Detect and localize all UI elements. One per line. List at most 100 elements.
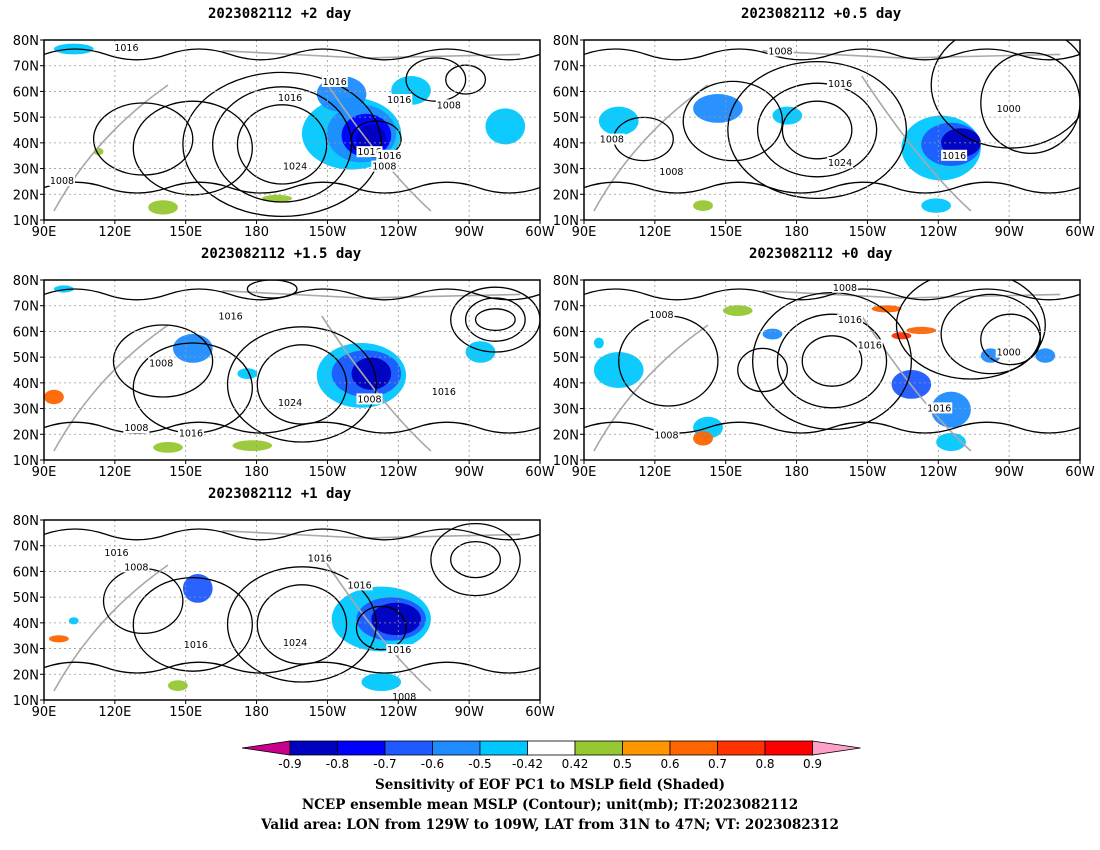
sensitivity-shading — [921, 198, 952, 213]
x-tick-label: 150E — [709, 225, 742, 240]
y-tick-label: 10N — [553, 454, 579, 469]
x-tick-label: 120W — [379, 465, 417, 480]
y-tick-label: 80N — [553, 34, 579, 49]
mslp-contour — [44, 48, 540, 61]
y-tick-label: 20N — [553, 188, 579, 203]
x-tick-label: 120W — [379, 705, 417, 720]
sensitivity-shading — [906, 326, 937, 334]
colorbar-segment — [337, 740, 386, 756]
sensitivity-shading — [598, 106, 639, 136]
colorbar-segment — [717, 740, 766, 756]
y-tick-label: 30N — [13, 403, 39, 418]
y-tick-label: 30N — [13, 163, 39, 178]
colorbar-label: -0.42 — [512, 757, 543, 771]
y-tick-label: 60N — [13, 85, 39, 100]
mslp-contour — [256, 344, 348, 425]
contour-label: 1024 — [283, 638, 307, 649]
contour-label: 1008 — [392, 692, 416, 703]
mslp-contour — [751, 291, 913, 431]
mslp-contour — [801, 335, 863, 387]
x-tick-label: 60W — [1065, 225, 1095, 240]
contour-label: 1008 — [600, 135, 624, 146]
contour-label: 1024 — [828, 158, 852, 169]
contour-label: 1000 — [997, 104, 1021, 115]
mslp-contour — [355, 605, 407, 651]
x-tick-label: 180 — [784, 225, 809, 240]
x-tick-label: 150W — [849, 465, 887, 480]
contour-label: 1008 — [149, 358, 173, 369]
map-field: 1016 1008 1016 1016 1016 1024 1016 1008 — [44, 520, 540, 703]
colorbar: -0.9 -0.8 -0.7 -0.6 -0.5 -0.42 0.42 0.5 0.6 0.7 0.… — [241, 740, 861, 771]
x-tick-label: 180 — [244, 705, 269, 720]
map-panel: 1008 1008 1016 1016 1000 1016 1008 10N 20N 30N 40N… — [553, 274, 1095, 480]
sensitivity-shading — [722, 305, 753, 316]
mslp-contour — [450, 540, 501, 579]
x-tick-label: 150W — [849, 225, 887, 240]
y-tick-label: 60N — [553, 85, 579, 100]
panel-title: 2023082112 +0 day — [749, 246, 893, 262]
colorbar-label: 0.6 — [660, 757, 679, 771]
contour-label: 1024 — [283, 162, 307, 173]
mslp-contour — [92, 102, 194, 176]
mslp-contour — [102, 567, 184, 635]
panel-title: 2023082112 +2 day — [208, 6, 352, 22]
coastline — [593, 50, 1061, 212]
x-tick-label: 120E — [98, 705, 131, 720]
y-tick-label: 10N — [13, 214, 39, 229]
contour-label: 1016 — [828, 79, 852, 90]
sensitivity-shading — [762, 328, 783, 340]
colorbar-arrow-high — [812, 740, 861, 756]
contour-label: 1024 — [278, 398, 302, 409]
x-tick-label: 150E — [169, 705, 202, 720]
x-tick-label: 150E — [169, 225, 202, 240]
contour-label: 1016 — [432, 387, 456, 398]
sensitivity-shading — [693, 94, 743, 123]
colorbar-label: 0.5 — [613, 757, 632, 771]
x-tick-label: 90W — [994, 225, 1024, 240]
sensitivity-shading — [172, 334, 213, 363]
mslp-contour — [44, 288, 540, 301]
mslp-contour — [776, 313, 888, 409]
map-frame — [43, 279, 541, 461]
colorbar-segment — [527, 740, 576, 756]
colorbar-label: -0.6 — [421, 757, 444, 771]
sensitivity-shading — [148, 200, 178, 215]
y-tick-label: 50N — [553, 351, 579, 366]
colorbar-segment — [479, 740, 528, 756]
map-panel: 1008 1016 1000 1008 1008 1024 1016 10N 20N 30N 40N… — [553, 34, 1095, 240]
contour-label: 1008 — [357, 394, 381, 405]
sensitivity-shading — [48, 635, 69, 643]
map-field: 1008 1016 1000 1008 1008 1024 1016 — [584, 40, 1080, 220]
mslp-contour — [44, 528, 540, 541]
contour-label: 1016 — [278, 93, 302, 104]
y-tick-label: 80N — [13, 34, 39, 49]
y-tick-label: 40N — [553, 137, 579, 152]
coastline — [53, 50, 521, 212]
x-tick-label: 60W — [525, 225, 555, 240]
y-tick-label: 20N — [553, 428, 579, 443]
y-tick-label: 20N — [13, 428, 39, 443]
y-tick-label: 60N — [13, 565, 39, 580]
map-field: 1016 1008 1008 1016 1024 1008 1016 — [44, 280, 540, 460]
mslp-contour — [781, 100, 853, 160]
contour-label: 1016 — [184, 640, 208, 651]
y-tick-label: 50N — [13, 111, 39, 126]
sensitivity-shading — [871, 305, 902, 313]
colorbar-segment — [669, 740, 718, 756]
map-field: 1008 1008 1016 1016 1000 1016 1008 — [584, 280, 1080, 460]
mslp-contour — [246, 280, 298, 299]
sensitivity-shading — [891, 332, 912, 340]
y-tick-label: 10N — [13, 694, 39, 709]
mslp-contour — [737, 347, 789, 393]
mslp-contour — [256, 584, 348, 665]
contour-label: 1016 — [323, 77, 347, 88]
mslp-contour — [727, 60, 908, 200]
colorbar-label: -0.5 — [468, 757, 491, 771]
contour-label: 1008 — [437, 100, 461, 111]
colorbar-segment — [574, 740, 623, 756]
y-tick-label: 30N — [553, 163, 579, 178]
x-tick-label: 150W — [309, 225, 347, 240]
colorbar-segment — [432, 740, 481, 756]
mslp-contour — [44, 661, 540, 674]
contour-label: 1016 — [104, 548, 128, 559]
